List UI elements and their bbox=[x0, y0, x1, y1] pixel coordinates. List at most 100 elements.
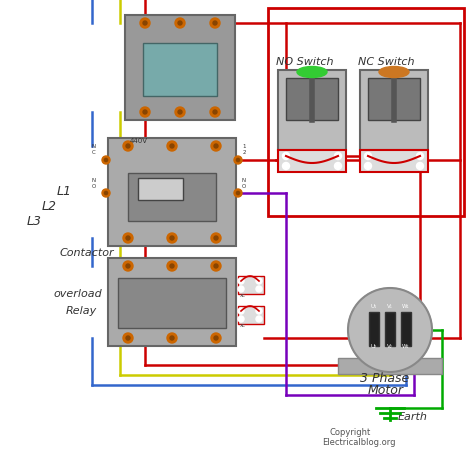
Circle shape bbox=[211, 141, 221, 151]
Circle shape bbox=[256, 308, 262, 314]
Text: U₂: U₂ bbox=[371, 344, 377, 349]
Circle shape bbox=[102, 189, 110, 197]
Text: V₁: V₁ bbox=[387, 304, 393, 309]
Ellipse shape bbox=[297, 67, 327, 77]
Bar bbox=[238, 306, 264, 324]
Bar bbox=[338, 358, 442, 374]
Text: N
O: N O bbox=[242, 178, 246, 189]
Circle shape bbox=[234, 156, 242, 164]
Bar bbox=[138, 178, 183, 200]
Circle shape bbox=[178, 21, 182, 25]
Text: V₂: V₂ bbox=[387, 344, 393, 349]
Circle shape bbox=[417, 163, 423, 169]
Text: 1
2: 1 2 bbox=[242, 144, 246, 155]
Circle shape bbox=[365, 163, 372, 169]
Text: Earth: Earth bbox=[398, 412, 428, 422]
Text: 3 Phase: 3 Phase bbox=[360, 372, 409, 385]
Circle shape bbox=[102, 156, 110, 164]
Circle shape bbox=[238, 308, 244, 314]
Circle shape bbox=[126, 236, 130, 240]
Text: Motor: Motor bbox=[368, 384, 404, 397]
Circle shape bbox=[213, 21, 217, 25]
Bar bbox=[369, 312, 379, 346]
Bar bbox=[118, 278, 226, 328]
Circle shape bbox=[237, 192, 239, 195]
Bar bbox=[268, 8, 464, 216]
Circle shape bbox=[143, 110, 147, 114]
Bar bbox=[286, 78, 338, 120]
Circle shape bbox=[123, 233, 133, 243]
Circle shape bbox=[348, 288, 432, 372]
Bar bbox=[125, 15, 235, 120]
Circle shape bbox=[143, 21, 147, 25]
Circle shape bbox=[238, 278, 244, 284]
Circle shape bbox=[210, 107, 220, 117]
Circle shape bbox=[123, 261, 133, 271]
Circle shape bbox=[238, 316, 244, 322]
Circle shape bbox=[211, 233, 221, 243]
Text: NO Switch: NO Switch bbox=[276, 57, 334, 67]
Circle shape bbox=[140, 107, 150, 117]
Ellipse shape bbox=[379, 67, 409, 77]
Circle shape bbox=[167, 141, 177, 151]
Circle shape bbox=[170, 264, 174, 268]
Text: W₂: W₂ bbox=[402, 344, 410, 349]
Circle shape bbox=[178, 110, 182, 114]
Circle shape bbox=[365, 153, 372, 159]
Circle shape bbox=[210, 18, 220, 28]
Text: L2: L2 bbox=[42, 200, 57, 213]
Circle shape bbox=[126, 264, 130, 268]
Circle shape bbox=[104, 159, 108, 162]
Bar bbox=[278, 150, 346, 172]
Circle shape bbox=[211, 261, 221, 271]
Text: L3: L3 bbox=[27, 215, 42, 228]
Text: 440V: 440V bbox=[130, 138, 148, 144]
Text: Relay: Relay bbox=[66, 306, 97, 316]
Circle shape bbox=[175, 107, 185, 117]
Circle shape bbox=[283, 153, 290, 159]
Text: xc: xc bbox=[240, 323, 246, 328]
Text: N
O: N O bbox=[92, 178, 96, 189]
Circle shape bbox=[123, 333, 133, 343]
Circle shape bbox=[214, 144, 218, 148]
Text: Contactor: Contactor bbox=[60, 248, 115, 258]
Circle shape bbox=[175, 18, 185, 28]
Circle shape bbox=[167, 261, 177, 271]
Circle shape bbox=[126, 144, 130, 148]
Bar bbox=[360, 70, 428, 150]
Circle shape bbox=[256, 286, 262, 292]
Bar bbox=[278, 70, 346, 150]
Text: U₁: U₁ bbox=[371, 304, 377, 309]
Text: W₁: W₁ bbox=[402, 304, 410, 309]
Text: overload: overload bbox=[53, 289, 102, 299]
Circle shape bbox=[214, 264, 218, 268]
Text: xc: xc bbox=[240, 293, 246, 298]
Circle shape bbox=[238, 286, 244, 292]
Text: L1: L1 bbox=[57, 185, 72, 198]
Circle shape bbox=[214, 236, 218, 240]
Circle shape bbox=[214, 336, 218, 340]
Circle shape bbox=[167, 333, 177, 343]
Circle shape bbox=[256, 316, 262, 322]
Circle shape bbox=[167, 233, 177, 243]
Bar bbox=[108, 138, 236, 246]
Bar bbox=[128, 173, 216, 221]
Bar bbox=[385, 312, 395, 346]
Circle shape bbox=[213, 110, 217, 114]
Circle shape bbox=[237, 159, 239, 162]
Circle shape bbox=[335, 153, 341, 159]
Bar bbox=[368, 78, 420, 120]
Circle shape bbox=[170, 144, 174, 148]
Circle shape bbox=[417, 153, 423, 159]
Circle shape bbox=[211, 333, 221, 343]
Circle shape bbox=[140, 18, 150, 28]
Circle shape bbox=[170, 336, 174, 340]
Bar bbox=[108, 258, 236, 346]
Circle shape bbox=[170, 236, 174, 240]
Bar bbox=[143, 43, 217, 96]
Circle shape bbox=[123, 141, 133, 151]
Text: Electricalblog.org: Electricalblog.org bbox=[322, 438, 395, 447]
Circle shape bbox=[283, 163, 290, 169]
Circle shape bbox=[126, 336, 130, 340]
Circle shape bbox=[335, 163, 341, 169]
